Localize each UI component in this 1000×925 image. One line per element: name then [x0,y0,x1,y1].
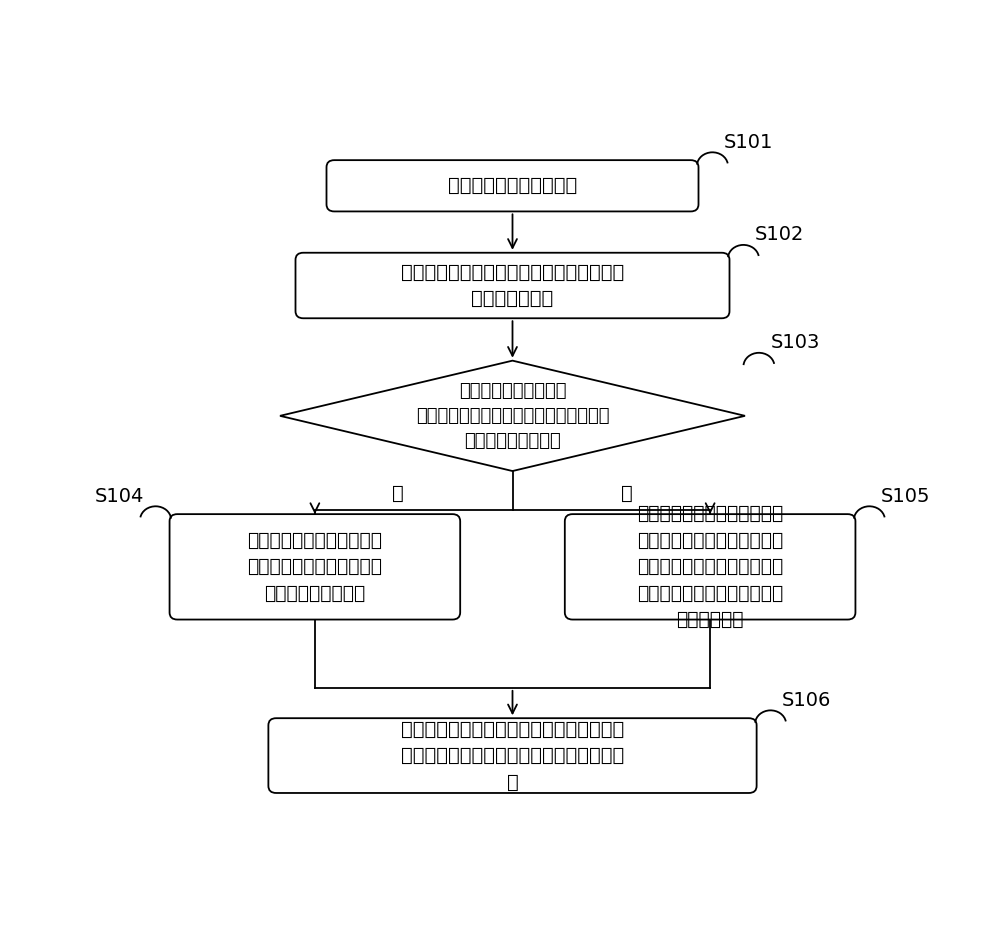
Text: S106: S106 [782,691,832,709]
FancyBboxPatch shape [170,514,460,620]
Text: S104: S104 [95,487,144,506]
FancyBboxPatch shape [296,253,730,318]
Text: 从预设的虹膜数据库中获取
所述用户的虹膜特征信息对
应的年龄区间与性别: 从预设的虹膜数据库中获取 所述用户的虹膜特征信息对 应的年龄区间与性别 [247,531,382,603]
Text: 从所述用户的人脸图像信息中采集所述用户
的虹膜特征信息: 从所述用户的人脸图像信息中采集所述用户 的虹膜特征信息 [401,263,624,308]
Text: 根据获取到的所述用户的年龄区间与性别，
开启与所述用户的年龄与性别对应的用户模
式: 根据获取到的所述用户的年龄区间与性别， 开启与所述用户的年龄与性别对应的用户模 … [401,720,624,792]
FancyBboxPatch shape [565,514,855,620]
Text: S101: S101 [724,132,773,152]
Text: 否: 否 [621,484,633,503]
FancyBboxPatch shape [268,718,757,793]
Text: S105: S105 [881,487,931,506]
Text: 在预设的虹膜数据库中
查找是否存在与所述用户的虹膜特征信息
匹配的虹膜验证信息: 在预设的虹膜数据库中 查找是否存在与所述用户的虹膜特征信息 匹配的虹膜验证信息 [416,382,609,450]
Text: 是: 是 [392,484,404,503]
Text: S102: S102 [755,225,804,244]
FancyBboxPatch shape [326,160,698,212]
Polygon shape [280,361,745,471]
Text: 获取用户的人脸图像信息: 获取用户的人脸图像信息 [448,177,577,195]
Text: 提取所述用户的人脸图像信息
中的脸部特征数据，并根据所
述用户的人脸图像信息中的脸
部特征数据确定所述用户的年
龄区间与性别: 提取所述用户的人脸图像信息 中的脸部特征数据，并根据所 述用户的人脸图像信息中的… [637,504,783,629]
Text: S103: S103 [771,333,820,352]
